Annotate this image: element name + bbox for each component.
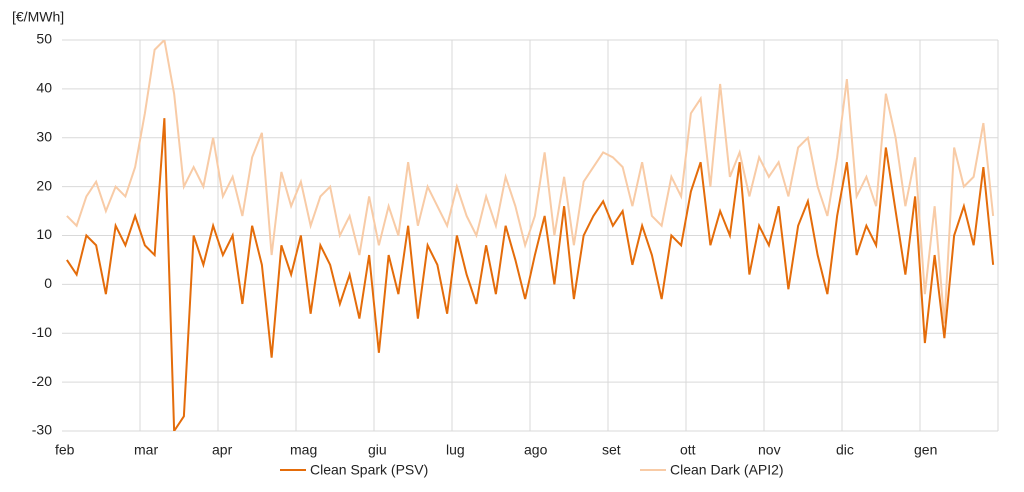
y-tick-label: 10: [36, 226, 52, 242]
y-tick-label: 0: [44, 275, 52, 291]
y-tick-label: 30: [36, 128, 52, 144]
x-tick-label: mag: [290, 442, 317, 458]
y-tick-label: -10: [32, 324, 52, 340]
x-tick-label: feb: [55, 442, 75, 458]
x-tick-label: dic: [836, 442, 854, 458]
y-tick-label: 20: [36, 177, 52, 193]
x-tick-label: ott: [680, 442, 696, 458]
x-tick-label: lug: [446, 442, 465, 458]
y-tick-label: -30: [32, 422, 52, 438]
x-tick-label: giu: [368, 442, 387, 458]
y-tick-label: 40: [36, 80, 52, 96]
series-line: [66, 40, 995, 324]
x-tick-label: apr: [212, 442, 233, 458]
legend-label: Clean Spark (PSV): [310, 462, 428, 478]
legend-label: Clean Dark (API2): [670, 462, 784, 478]
series-line: [66, 118, 995, 431]
y-tick-label: -20: [32, 373, 52, 389]
y-axis-label: [€/MWh]: [12, 9, 64, 25]
y-tick-label: 50: [36, 31, 52, 47]
x-tick-label: nov: [758, 442, 781, 458]
x-tick-label: ago: [524, 442, 548, 458]
x-tick-label: mar: [134, 442, 158, 458]
x-tick-label: gen: [914, 442, 937, 458]
x-tick-label: set: [602, 442, 621, 458]
